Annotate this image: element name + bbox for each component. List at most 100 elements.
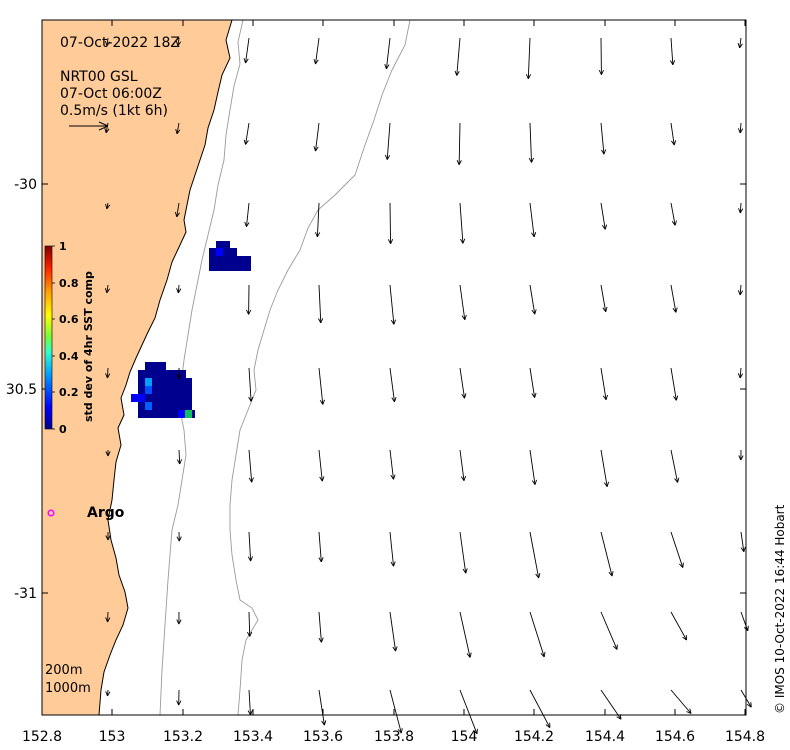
scale-label: 0.5m/s (1kt 6h): [60, 103, 168, 119]
current-arrow-head: [531, 480, 536, 485]
current-arrow-head: [104, 288, 108, 294]
current-arrow-head: [104, 127, 107, 133]
current-arrow-head: [673, 140, 677, 146]
current-arrow-head: [460, 238, 464, 244]
current-arrow-head: [525, 73, 529, 79]
current-arrow-shaft: [670, 284, 677, 313]
current-arrow-head: [107, 535, 111, 541]
current-arrow-shaft: [248, 531, 252, 562]
x-tick-label: 153.6: [303, 729, 343, 745]
current-arrow-shaft: [529, 122, 532, 163]
current-arrow-head: [178, 700, 182, 706]
colorbar-ticks: [52, 245, 55, 430]
current-arrow-shaft: [248, 611, 251, 637]
current-arrow-head: [616, 716, 622, 720]
current-arrow-shaft: [318, 611, 322, 643]
current-arrow-head: [244, 221, 247, 227]
current-arrow-shaft: [248, 367, 252, 402]
argo-label: Argo: [87, 505, 125, 521]
current-arrow-head: [538, 573, 541, 579]
colorbar-tick-label: 0.8: [59, 277, 79, 290]
current-arrow-shaft: [459, 689, 478, 734]
current-arrow-shaft: [176, 122, 180, 134]
current-arrow-head: [105, 203, 108, 209]
current-arrow-head: [463, 475, 467, 481]
current-arrow-head: [249, 631, 253, 637]
current-arrow-shaft: [739, 37, 742, 48]
current-arrow-head: [674, 478, 678, 483]
current-arrow-shaft: [739, 202, 742, 214]
copyright-label: © IMOS 10-Oct-2022 16:44 Hobart: [773, 504, 787, 714]
product-time-label: 07-Oct 06:00Z: [60, 86, 162, 102]
current-arrow-shaft: [318, 531, 322, 562]
colorbar-title: std dev of 4hr SST comp: [82, 271, 95, 422]
current-arrow-shaft: [740, 611, 749, 631]
current-arrow-head: [674, 220, 677, 226]
current-arrow-head: [747, 625, 749, 631]
current-arrow-head: [318, 318, 322, 324]
current-arrow-shaft: [459, 531, 467, 574]
current-arrow-head: [176, 212, 181, 218]
current-arrow-head: [540, 652, 545, 658]
current-arrow-shaft: [318, 367, 324, 405]
isobath-200m: [159, 19, 244, 716]
current-arrow-head: [608, 571, 613, 577]
current-arrow-shaft: [245, 37, 250, 64]
current-arrow-head: [175, 41, 179, 47]
current-arrow-shaft: [456, 37, 461, 76]
current-arrow-shaft: [670, 449, 679, 483]
current-arrow-shaft: [389, 202, 392, 244]
colorbar-tick-label: 0: [59, 423, 67, 436]
current-arrow-shaft: [105, 122, 109, 133]
current-arrow-head: [739, 208, 744, 214]
current-arrow-shaft: [385, 37, 391, 69]
current-arrow-head: [464, 393, 467, 399]
current-arrow-head: [313, 59, 316, 65]
current-arrow-head: [245, 140, 249, 145]
isobath-1000m-label: 1000m: [45, 681, 91, 696]
current-arrow-head: [384, 64, 387, 70]
current-arrow-head: [739, 373, 744, 379]
current-arrow-shaft: [459, 367, 465, 399]
current-arrow-shaft: [670, 531, 684, 568]
current-arrow-head: [598, 70, 602, 75]
current-arrow-head: [392, 646, 396, 652]
current-arrow-head: [739, 128, 744, 134]
current-arrow-head: [740, 455, 744, 461]
current-arrow-head: [602, 225, 606, 230]
current-arrow-head: [533, 232, 537, 238]
current-arrow-head: [461, 393, 465, 399]
current-arrow-head: [527, 74, 532, 79]
current-arrow-shaft: [318, 449, 323, 482]
y-tick-label: -30: [14, 177, 37, 193]
tick-marks: [41, 20, 746, 715]
current-arrow-head: [315, 232, 318, 238]
y-axis-labels: -30 30.5 -31: [6, 177, 37, 602]
current-arrow-shaft: [106, 284, 109, 293]
current-arrow-head: [462, 568, 467, 574]
current-arrow-head: [390, 561, 394, 567]
current-arrow-head: [605, 306, 608, 312]
current-arrow-head: [737, 43, 741, 49]
current-arrow-head: [686, 711, 692, 714]
current-arrow-head: [673, 396, 677, 401]
current-arrow-head: [250, 396, 254, 402]
current-arrow-shaft: [458, 122, 461, 165]
current-arrow-head: [671, 221, 676, 226]
current-arrow-shaft: [316, 202, 320, 237]
isobath-1000m: [229, 19, 411, 716]
current-arrow-head: [675, 395, 679, 401]
sst-stddev-pixels: [131, 241, 251, 418]
current-arrow-head: [106, 41, 111, 47]
current-arrow-head: [604, 224, 608, 230]
current-arrow-head: [178, 374, 182, 380]
current-arrow-head: [391, 397, 395, 403]
current-arrow-head: [746, 704, 752, 708]
current-arrow-head: [320, 318, 324, 324]
current-arrow-shaft: [529, 202, 535, 237]
current-arrow-head: [105, 451, 109, 457]
x-tick-label: 153.4: [233, 729, 273, 745]
current-arrow-head: [737, 373, 741, 379]
current-arrow-head: [603, 149, 607, 155]
current-arrow-head: [602, 307, 607, 312]
